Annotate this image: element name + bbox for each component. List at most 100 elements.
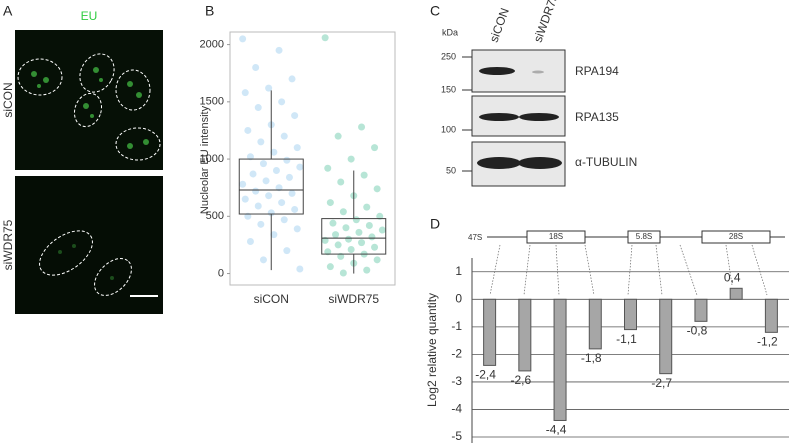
data-point [265, 84, 273, 92]
data-point [241, 89, 249, 97]
data-point [326, 263, 334, 271]
data-point [371, 144, 379, 152]
segment-label: 5.8S [636, 232, 652, 241]
data-point [244, 212, 252, 220]
data-point [342, 224, 350, 232]
bar [624, 298, 637, 331]
rrna-segments [526, 230, 771, 244]
value-label: -4,4 [546, 423, 567, 437]
value-label: -1,8 [581, 351, 602, 365]
data-point [285, 173, 293, 181]
data-point [363, 203, 371, 211]
data-point [358, 123, 366, 131]
data-point [373, 256, 381, 264]
data-point [332, 231, 340, 239]
data-point [267, 209, 275, 217]
protein-label: RPA194 [575, 64, 619, 78]
data-point [324, 164, 332, 172]
data-point [326, 199, 334, 207]
x-tick-label: siWDR75 [328, 292, 379, 306]
primer-links [489, 244, 768, 296]
data-point [275, 184, 283, 192]
data-point [280, 132, 288, 140]
data-point [293, 225, 301, 233]
data-point [249, 170, 257, 178]
data-point [371, 243, 379, 251]
data-point [283, 156, 291, 164]
data-point [257, 220, 265, 228]
micrograph [15, 30, 163, 170]
data-point [345, 235, 353, 243]
y-tick-label: -4 [451, 402, 462, 416]
data-point [262, 177, 270, 185]
value-label: 0,4 [724, 270, 741, 284]
data-point [337, 252, 345, 260]
data-point [270, 148, 278, 156]
data-point [347, 246, 355, 254]
bar [694, 298, 708, 322]
data-point [296, 265, 304, 273]
data-point [321, 34, 329, 42]
box [238, 158, 304, 215]
data-point [275, 46, 283, 54]
y-tick-label: 2000 [200, 38, 224, 50]
kda-label: kDa [442, 27, 458, 37]
data-point [347, 155, 355, 163]
bar [659, 298, 673, 375]
nucleoli [31, 67, 149, 280]
marker-label: 50 [446, 165, 456, 175]
data-point [368, 233, 376, 241]
condition-label: siCON [1, 82, 15, 117]
protein-label: α-TUBULIN [575, 155, 637, 169]
value-label: -2,6 [510, 373, 531, 387]
data-point [239, 180, 247, 188]
data-point [246, 237, 254, 245]
data-point [239, 35, 247, 43]
bar [588, 298, 602, 350]
data-point [373, 185, 381, 193]
y-tick-label: 1 [455, 264, 462, 278]
data-point [254, 202, 262, 210]
data-point [293, 144, 301, 152]
data-point [280, 216, 288, 224]
marker-label: 150 [441, 84, 456, 94]
data-point [259, 256, 267, 264]
data-point [339, 269, 347, 277]
data-point [321, 236, 329, 244]
panel-label: C [430, 3, 440, 19]
data-point [259, 160, 267, 168]
value-label: -0,8 [687, 324, 708, 338]
y-tick-label: 1000 [200, 153, 224, 165]
box [321, 218, 387, 255]
lane-label: siWDR75 [531, 0, 562, 44]
y-tick-label: -3 [451, 374, 462, 388]
data-point [278, 98, 286, 106]
data-point [272, 167, 280, 175]
bar [764, 298, 778, 333]
segment-label: 28S [729, 232, 743, 241]
data-point [278, 199, 286, 207]
data-point [246, 153, 254, 161]
y-tick-label: 0 [455, 291, 462, 305]
data-point [291, 112, 299, 120]
data-point [283, 247, 291, 255]
data-point [288, 75, 296, 83]
y-tick-label: 1500 [200, 96, 224, 108]
y-tick-label: -1 [451, 319, 462, 333]
panel-label: A [3, 3, 13, 19]
plot-frame [229, 31, 396, 286]
stain-label: EU [81, 9, 98, 23]
y-tick-label: -2 [451, 347, 462, 361]
data-point [252, 187, 260, 195]
y-axis-label: Log2 relative quantity [425, 293, 439, 407]
marker-label: 100 [441, 124, 456, 134]
data-point [339, 208, 347, 216]
data-point [296, 163, 304, 171]
y-tick-label: 500 [206, 210, 224, 222]
data-point [358, 239, 366, 247]
marker-ticks [462, 56, 472, 172]
data-point [363, 266, 371, 274]
segment-label: 18S [549, 232, 563, 241]
y-axis-label: Nucleolar EU intensity [199, 105, 211, 214]
panel-label: D [430, 216, 440, 232]
